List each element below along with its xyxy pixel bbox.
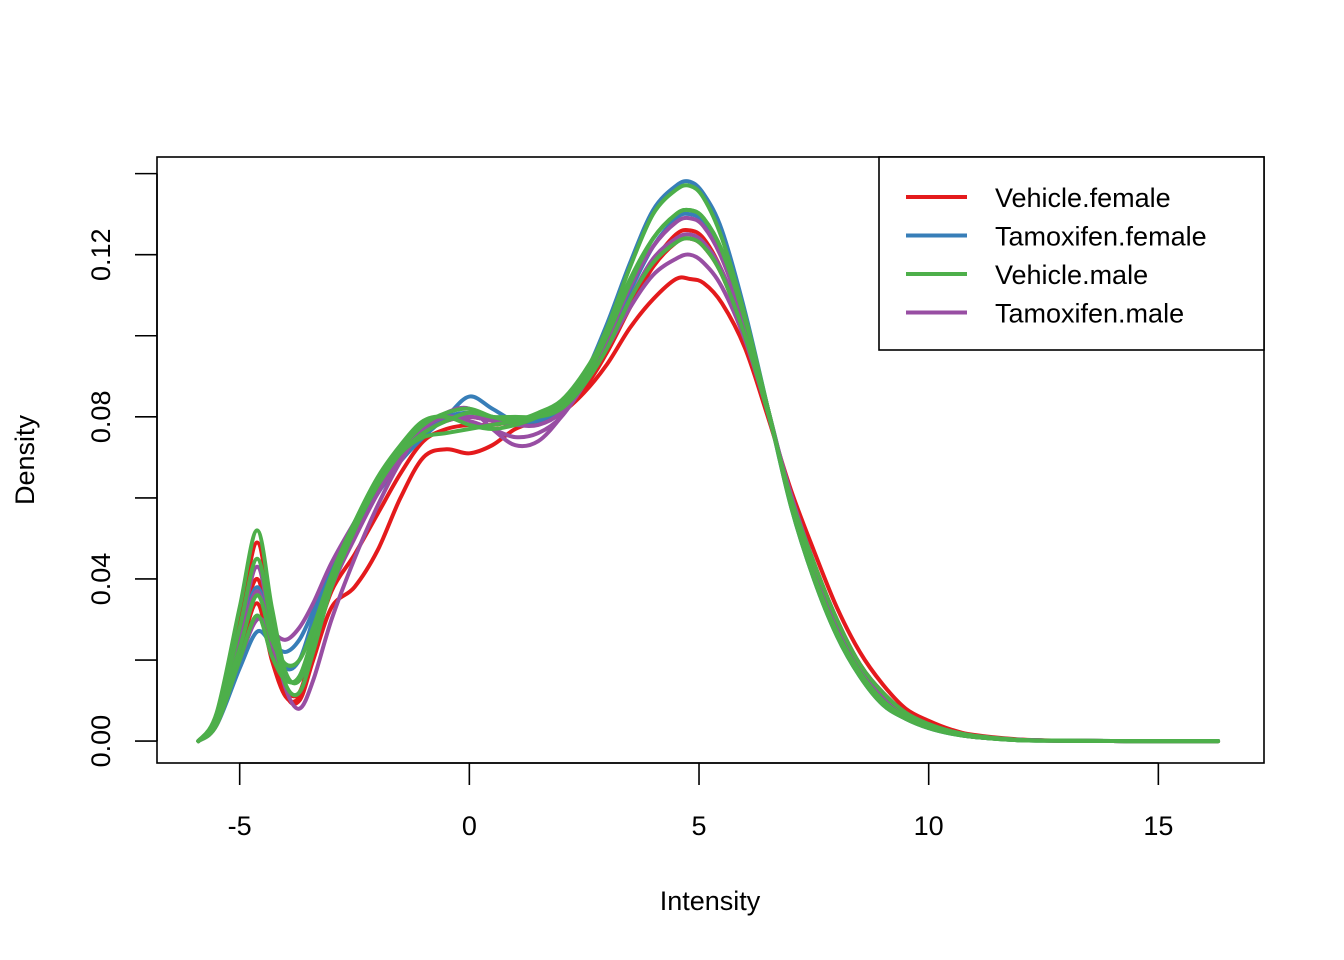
y-tick-label: 0.12 (86, 228, 116, 281)
legend-label: Vehicle.male (995, 260, 1148, 290)
y-tick-label: 0.00 (86, 715, 116, 768)
legend-items: Vehicle.female Tamoxifen.female Vehicle.ma… (906, 183, 1207, 329)
y-tick-label: 0.04 (86, 553, 116, 606)
legend: Vehicle.female Tamoxifen.female Vehicle.ma… (878, 156, 1265, 351)
y-axis-label: Density (10, 414, 40, 505)
x-tick-label: 10 (914, 811, 944, 841)
legend-label: Tamoxifen.female (995, 222, 1207, 252)
legend-label: Tamoxifen.male (995, 299, 1184, 329)
series-line-vehicle-male-4 (196, 236, 1221, 744)
legend-box (878, 156, 1265, 351)
legend-label: Vehicle.female (995, 183, 1171, 213)
x-axis: -5 0 5 10 15 (228, 762, 1173, 841)
x-tick-label: 5 (692, 811, 707, 841)
y-axis: 0.00 0.04 0.08 0.12 (86, 172, 158, 768)
x-tick-label: 15 (1143, 811, 1173, 841)
y-tick-label: 0.08 (86, 391, 116, 444)
x-tick-label: -5 (228, 811, 252, 841)
x-tick-label: 0 (462, 811, 477, 841)
density-curves (196, 179, 1221, 744)
x-axis-label: Intensity (660, 886, 761, 916)
series-line-vehicle-male-3 (196, 207, 1221, 744)
series-line-vehicle-female-1 (196, 275, 1221, 744)
